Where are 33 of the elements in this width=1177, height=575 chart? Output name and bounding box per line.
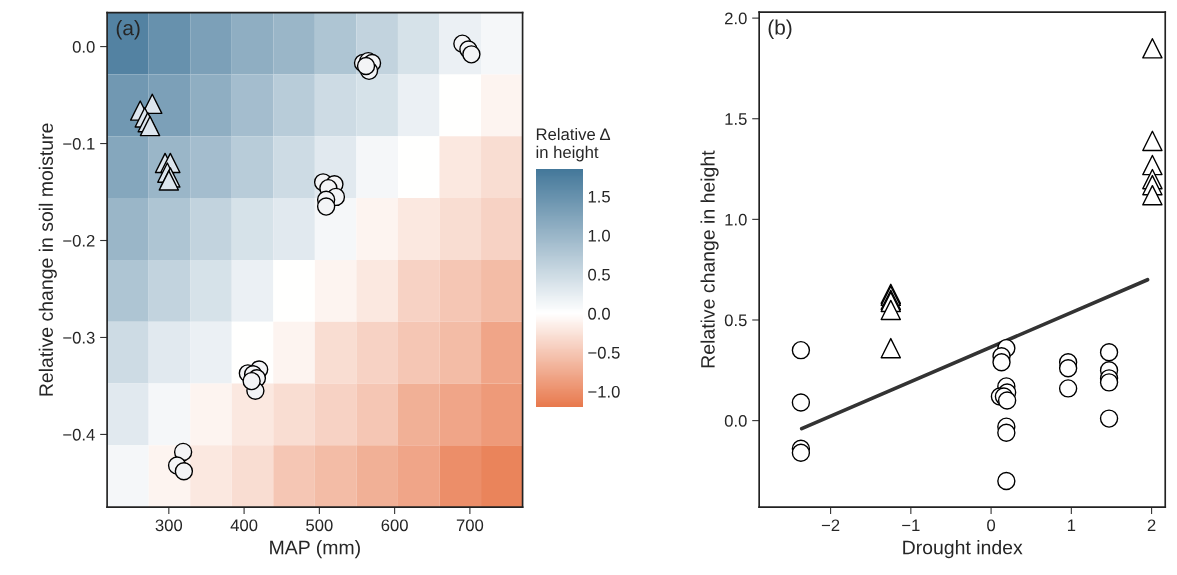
x-tick-label: −2	[821, 519, 840, 532]
color-bar-title: Relative Δ in height	[536, 127, 611, 162]
color-bar-label: −0.5	[588, 346, 620, 359]
y-tick-label: −0.2	[63, 234, 95, 247]
y-axis-title: Relative change in height	[700, 150, 719, 368]
color-bar-label: 0.0	[588, 307, 610, 320]
x-axis-title: Drought index	[903, 540, 1023, 559]
x-tick-label: 600	[381, 519, 408, 532]
annotation: (b)	[768, 19, 792, 39]
x-tick-label: 400	[230, 519, 258, 532]
y-tick-label: 1.5	[725, 113, 747, 125]
color-bar-label: −1.0	[588, 385, 620, 398]
annotation: (a)	[116, 20, 140, 40]
y-tick-label: 2.0	[725, 12, 747, 25]
x-axis-title: MAP (mm)	[270, 540, 360, 559]
x-tick-label: 700	[456, 519, 484, 532]
y-tick-label: 1.0	[725, 213, 747, 226]
y-tick-label: −0.1	[63, 137, 95, 150]
color-bar-label: 1.5	[588, 190, 610, 203]
x-tick-label: 0	[987, 519, 996, 532]
x-tick-label: 300	[155, 519, 183, 532]
y-tick-label: 0.5	[724, 314, 747, 327]
y-tick-label: 0.0	[724, 415, 747, 427]
y-axis-title: Relative change in soil moisture	[38, 123, 57, 396]
color-bar-label: 0.5	[588, 268, 610, 281]
x-tick-label: 500	[306, 519, 333, 532]
y-tick-label: 0.0	[72, 40, 95, 53]
y-tick-label: −0.3	[63, 331, 95, 344]
y-tick-label: −0.4	[63, 428, 95, 441]
x-tick-label: −1	[902, 519, 920, 532]
x-tick-label: 1	[1067, 519, 1076, 532]
color-bar-label: 1.0	[588, 229, 610, 242]
x-tick-label: 2	[1147, 519, 1156, 532]
